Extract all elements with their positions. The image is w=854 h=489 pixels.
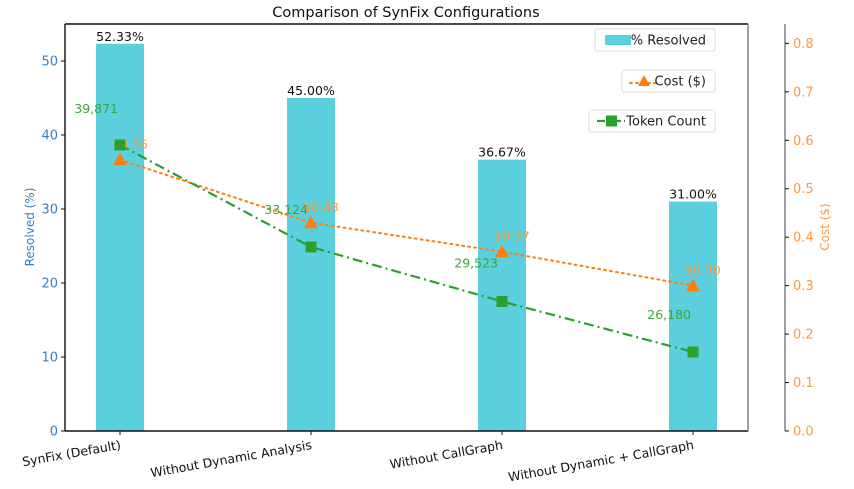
y-tick-label-right: 0.0 bbox=[793, 425, 814, 440]
bar bbox=[287, 98, 335, 431]
legend-entry: % Resolved bbox=[594, 28, 716, 52]
legend-marker bbox=[606, 115, 617, 127]
legend-box bbox=[621, 69, 716, 93]
legend-label: Cost ($) bbox=[655, 75, 706, 90]
chart-title: Comparison of SynFix Configurations bbox=[272, 5, 539, 21]
token-marker bbox=[305, 241, 317, 253]
legend: % Resolved Cost ($) Token Count bbox=[588, 28, 716, 133]
cost-value-label: $0.30 bbox=[685, 263, 721, 278]
y-tick-label-left: 40 bbox=[41, 129, 58, 144]
cost-line bbox=[119, 158, 694, 287]
y-tick-label-left: 0 bbox=[50, 425, 58, 440]
line-group: $0.56$0.43$0.37$0.3039,87133,12429,52326… bbox=[74, 101, 721, 358]
y-tick-label-right: 0.4 bbox=[793, 231, 814, 246]
legend-label: % Resolved bbox=[631, 34, 706, 49]
cost-marker bbox=[304, 215, 318, 229]
y-tick-label-right: 0.8 bbox=[793, 37, 814, 52]
legend-swatch bbox=[605, 35, 631, 45]
token-value-label: 39,871 bbox=[74, 101, 118, 116]
cost-marker bbox=[113, 152, 127, 166]
cost-value-label: $0.43 bbox=[303, 200, 339, 215]
y-tick-label-left: 10 bbox=[41, 351, 58, 366]
token-marker bbox=[496, 295, 508, 307]
x-tick-label: Without Dynamic Analysis bbox=[149, 437, 313, 480]
bar-value-label: 52.33% bbox=[96, 29, 144, 44]
bar bbox=[478, 159, 526, 431]
y-tick-label-right: 0.3 bbox=[793, 279, 814, 294]
y-tick-label-right: 0.2 bbox=[793, 328, 814, 343]
legend-entry: Cost ($) bbox=[621, 69, 716, 93]
legend-box bbox=[588, 109, 716, 133]
y-axis-label-right: Cost ($) bbox=[818, 203, 832, 251]
legend-entry: Token Count bbox=[588, 109, 716, 133]
cost-marker bbox=[686, 278, 700, 292]
cost-value-label: $0.37 bbox=[494, 229, 530, 244]
y-tick-label-right: 0.6 bbox=[793, 134, 814, 149]
token-marker bbox=[687, 346, 699, 358]
token-marker bbox=[114, 139, 126, 151]
cost-marker bbox=[495, 244, 509, 258]
bar-value-label: 31.00% bbox=[669, 187, 717, 202]
y-tick-label-left: 50 bbox=[41, 55, 58, 70]
x-tick-label: Without CallGraph bbox=[389, 437, 504, 472]
y-tick-label-left: 30 bbox=[41, 203, 58, 218]
bar-value-label: 36.67% bbox=[478, 145, 526, 160]
x-tick-label: Without Dynamic + CallGraph bbox=[507, 437, 695, 484]
bar bbox=[96, 43, 144, 432]
y-tick-label-right: 0.5 bbox=[793, 182, 814, 197]
token-value-label: 29,523 bbox=[454, 255, 498, 270]
token-value-label: 33,124 bbox=[264, 202, 308, 217]
bar bbox=[669, 201, 717, 431]
y-axis-label-left: Resolved (%) bbox=[23, 188, 37, 267]
x-tick-label: SynFix (Default) bbox=[21, 437, 122, 469]
legend-box bbox=[594, 28, 716, 52]
bar-group: 52.33% 45.00% 36.67% 31.00% bbox=[96, 29, 717, 432]
y-tick-label-left: 20 bbox=[41, 277, 58, 292]
y-tick-label-right: 0.7 bbox=[793, 85, 814, 100]
legend-marker bbox=[638, 75, 650, 86]
token-value-label: 26,180 bbox=[647, 307, 691, 322]
y-tick-label-right: 0.1 bbox=[793, 376, 814, 391]
bar-value-label: 45.00% bbox=[287, 83, 335, 98]
legend-label: Token Count bbox=[625, 115, 706, 130]
token-line bbox=[119, 144, 694, 354]
